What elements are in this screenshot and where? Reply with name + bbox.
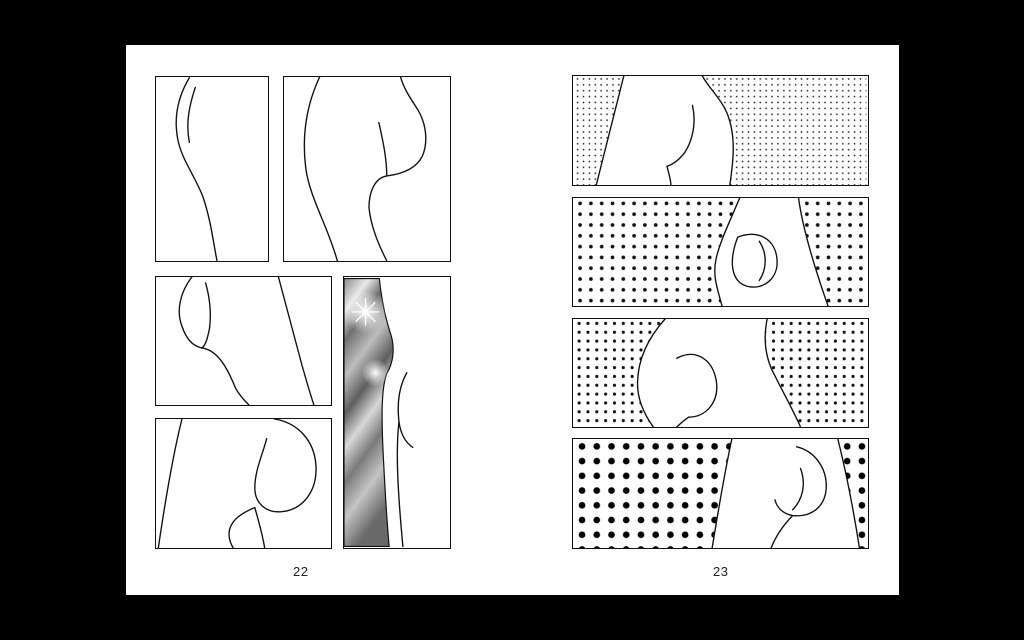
right-page: 23 <box>512 45 899 595</box>
figure-illustration <box>175 77 218 261</box>
comic-panel-8 <box>572 318 869 428</box>
comic-panel-3 <box>155 276 332 406</box>
chrome-figure-illustration <box>344 277 414 548</box>
figure-halftone-illustration <box>574 76 867 185</box>
comic-panel-6 <box>572 75 869 186</box>
page-number: 22 <box>293 564 309 579</box>
figure-halftone-illustration <box>574 319 867 427</box>
comic-panel-2 <box>283 76 451 262</box>
figure-illustration <box>157 419 317 548</box>
figure-illustration <box>303 77 427 261</box>
comic-panel-1 <box>155 76 269 262</box>
comic-panel-7 <box>572 197 869 307</box>
comic-panel-4 <box>343 276 451 549</box>
book-spread: 22 <box>126 45 899 595</box>
comic-panel-9 <box>572 438 869 549</box>
page-number: 23 <box>713 564 729 579</box>
figure-halftone-illustration <box>574 198 867 306</box>
comic-panel-5 <box>155 418 332 549</box>
figure-halftone-illustration <box>574 439 867 548</box>
figure-illustration <box>178 277 315 405</box>
left-page: 22 <box>126 45 512 595</box>
